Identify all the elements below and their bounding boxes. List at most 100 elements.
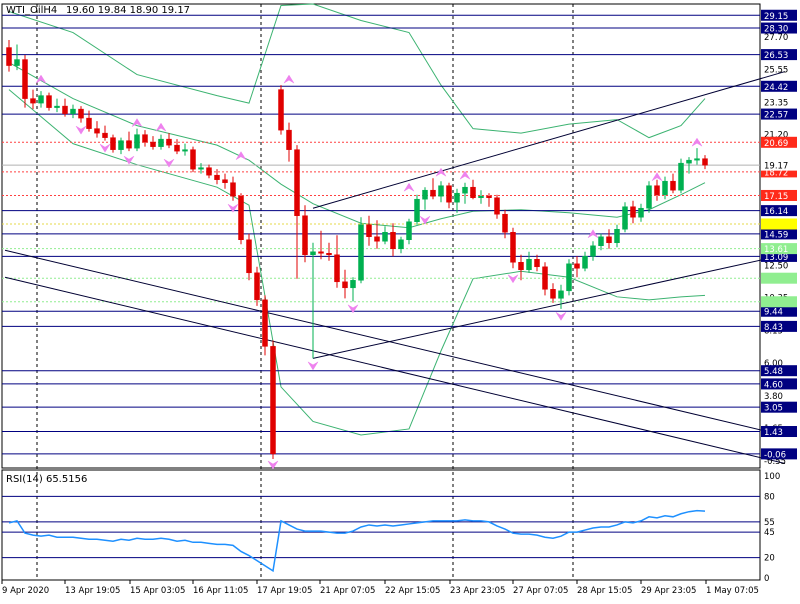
bull-candle [54, 105, 60, 108]
x-tick-label: 1 May 07:05 [706, 586, 759, 596]
bear-candle [470, 186, 476, 198]
bear-candle [302, 215, 308, 256]
bull-candle [438, 185, 444, 197]
bull-candle [614, 228, 620, 244]
price-tick-label: 12.50 [764, 261, 788, 271]
price-tick-label: 25.55 [764, 65, 788, 75]
bull-candle [678, 162, 684, 191]
x-tick-label: 9 Apr 2020 [2, 586, 49, 596]
bear-candle [30, 98, 36, 104]
bear-candle [446, 185, 452, 203]
level-label-box [761, 401, 797, 413]
bear-candle [270, 346, 276, 455]
level-label-box [761, 250, 797, 262]
level-label-box [761, 9, 797, 21]
level-label-text: 26.53 [764, 51, 788, 61]
bear-candle [494, 197, 500, 215]
rsi-tick-label: 20 [764, 554, 775, 564]
x-tick-label: 23 Apr 23:05 [450, 586, 505, 596]
price-tick-label: 27.70 [764, 33, 788, 43]
fractal-up-arrow [35, 74, 47, 84]
bull-candle [358, 224, 364, 281]
fractal-up-arrow [459, 170, 471, 180]
level-label-box [761, 378, 797, 390]
bear-candle [374, 236, 380, 242]
bear-candle [294, 149, 300, 216]
fractal-up-arrow [155, 122, 167, 132]
bull-candle [582, 256, 588, 269]
bear-candle [534, 259, 540, 268]
fractal-up-arrow [403, 182, 415, 192]
bull-candle [646, 185, 652, 209]
bear-candle [670, 180, 676, 191]
bull-candle [566, 263, 572, 292]
trendline [312, 71, 786, 209]
bear-candle [366, 224, 372, 238]
bear-candle [126, 140, 132, 149]
red-level-label-box [761, 189, 797, 201]
green-level-label-box [761, 272, 797, 284]
fractal-down-arrow [419, 216, 431, 225]
level-label-text: 14.59 [764, 230, 788, 240]
x-tick-label: 22 Apr 15:05 [385, 586, 440, 596]
trendline [4, 249, 786, 437]
fractal-down-arrow [507, 274, 519, 284]
x-tick-label: 27 Apr 07:05 [513, 586, 568, 596]
level-label-text: 3.05 [764, 404, 783, 414]
price-tick-label: 21.20 [764, 131, 788, 141]
x-tick-label: 29 Apr 23:05 [641, 586, 696, 596]
rsi-title: RSI(14) 65.5156 [6, 474, 87, 485]
bear-candle [174, 144, 180, 152]
bull-candle [198, 167, 204, 170]
bear-candle [502, 213, 508, 233]
x-tick-label: 21 Apr 07:05 [320, 586, 375, 596]
fractal-down-arrow [347, 304, 359, 314]
bear-candle [318, 251, 324, 254]
bear-candle [166, 138, 172, 146]
current-price-label-text: 19.17 [764, 162, 788, 172]
bull-candle [454, 192, 460, 203]
bear-candle [574, 263, 580, 269]
red-level-label-text: 17.15 [764, 192, 788, 202]
bull-candle [118, 140, 124, 150]
chart-ohlc: 19.60 19.84 18.90 19.17 [66, 5, 190, 16]
bollinger-upper-line [8, 3, 706, 139]
fractal-down-arrow [307, 361, 319, 371]
bear-candle [62, 105, 68, 114]
trendline [4, 276, 786, 464]
bear-candle [230, 182, 236, 197]
yellow-level-label-box [761, 218, 797, 230]
green-level-label-box [761, 243, 797, 255]
bull-candle [382, 231, 388, 242]
bear-candle [206, 167, 212, 176]
bull-candle [638, 207, 644, 218]
level-label-text: 16.14 [764, 207, 788, 217]
bull-candle [558, 290, 564, 299]
fractal-up-arrow [435, 167, 447, 177]
fractal-up-arrow [131, 118, 143, 127]
level-label-box [761, 205, 797, 217]
fractal-down-arrow [267, 460, 279, 470]
bear-candle [486, 195, 492, 198]
grid-layer [1, 3, 761, 581]
level-label-box [761, 49, 797, 61]
bear-candle [102, 132, 108, 138]
fractal-down-arrow [75, 125, 87, 135]
x-tick-label: 16 Apr 11:05 [193, 586, 248, 596]
bull-candle [414, 198, 420, 222]
x-tick-label: 28 Apr 15:05 [577, 586, 632, 596]
level-label-text: 8.43 [764, 323, 783, 333]
bull-candle [350, 280, 356, 289]
red-level-label-box [761, 166, 797, 178]
bear-candle [46, 95, 52, 108]
fractals-layer [35, 74, 703, 470]
bull-candle [14, 59, 20, 66]
bull-candle [662, 180, 668, 195]
rsi-tick-label: 100 [764, 472, 780, 482]
rsi-tick-label: 0 [764, 574, 769, 584]
bear-candle [630, 206, 636, 218]
level-label-text: 13.09 [764, 253, 788, 263]
bull-candle [590, 245, 596, 257]
fractal-down-arrow [123, 155, 135, 165]
